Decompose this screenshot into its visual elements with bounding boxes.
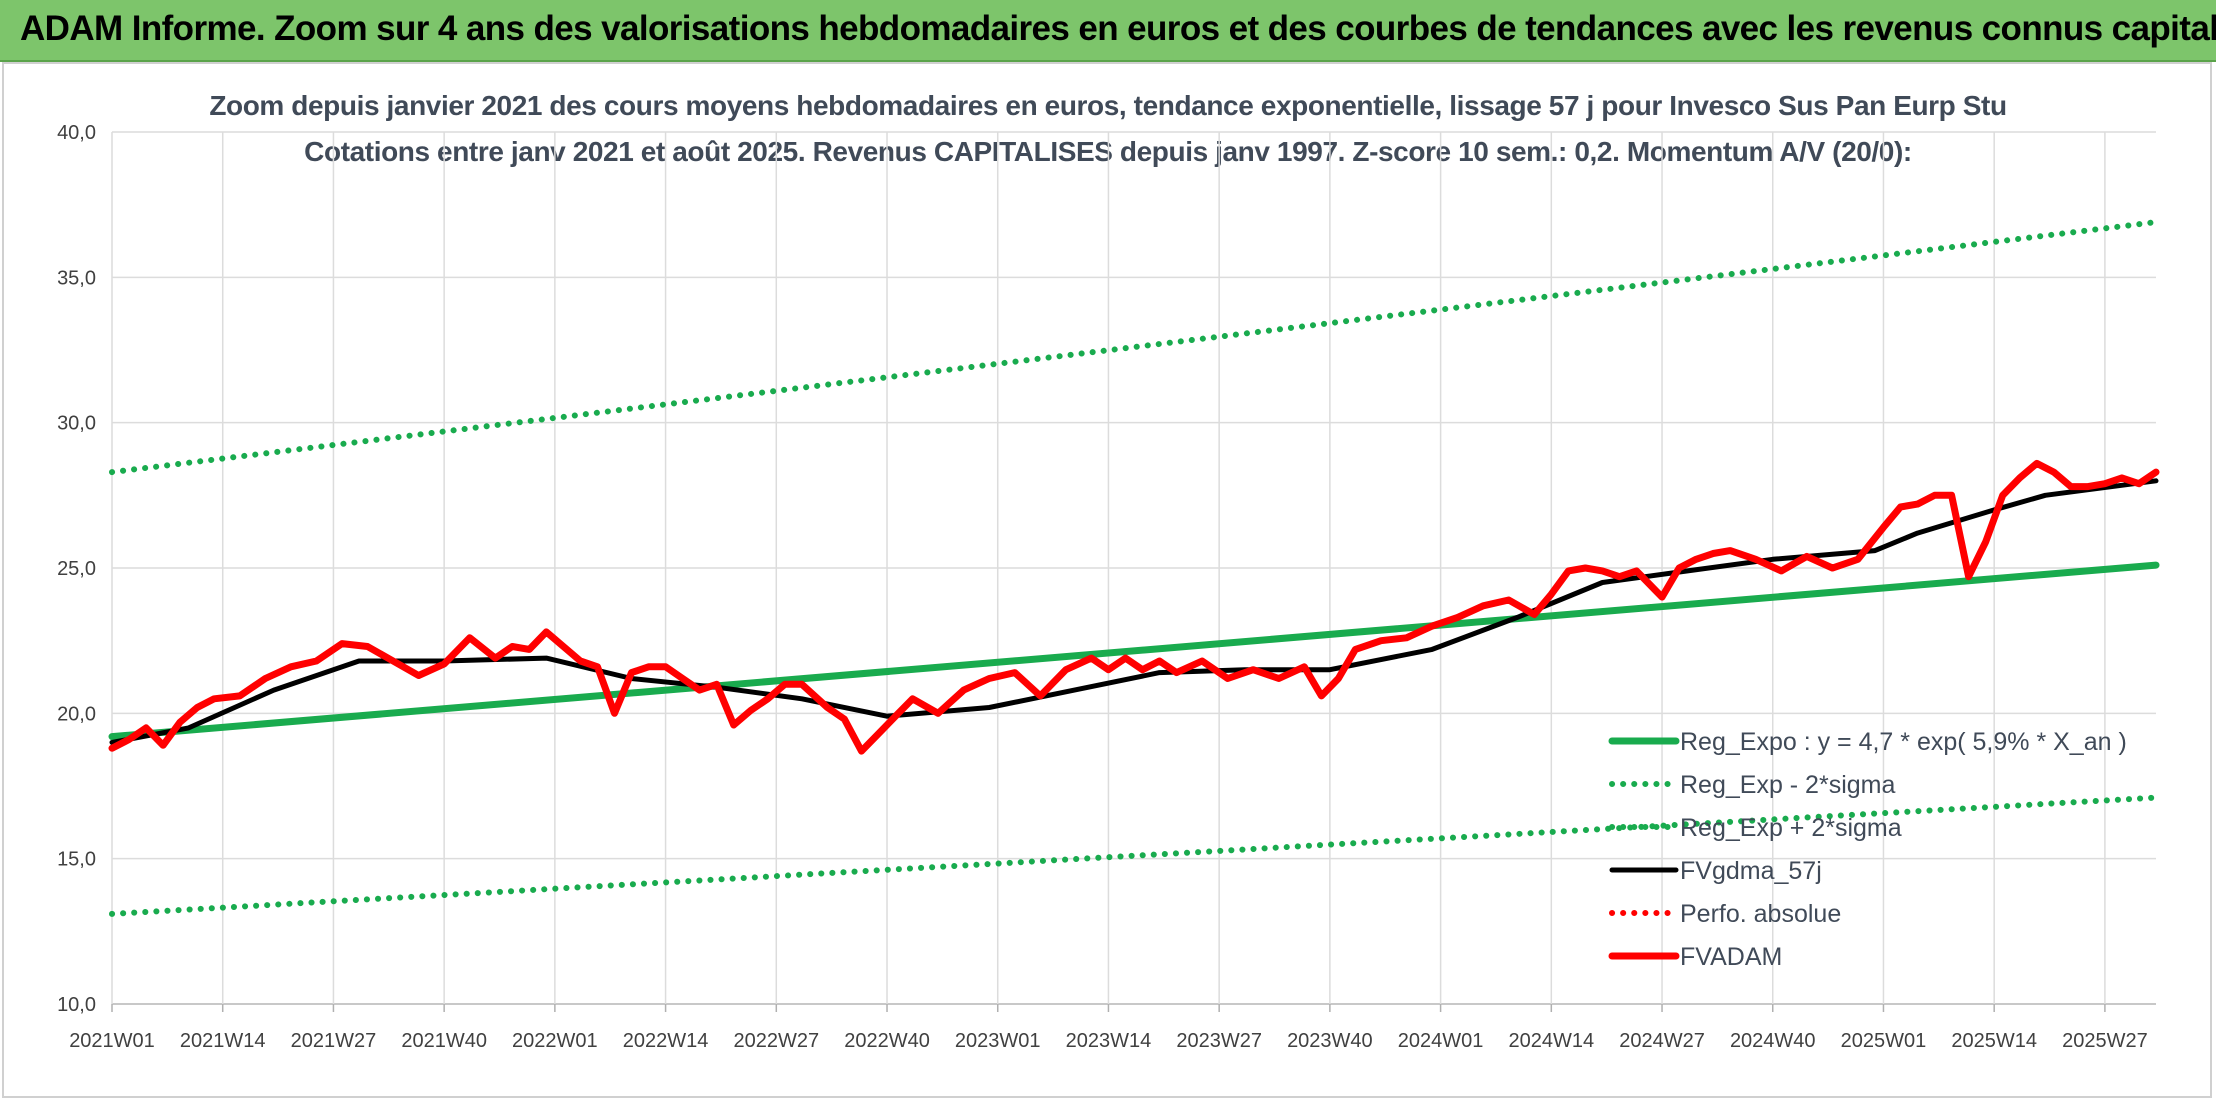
legend-label: Reg_Exp + 2*sigma: [1680, 814, 1902, 842]
series-line-reg-exp-2-sigma: [109, 794, 2159, 917]
x-tick-label: 2023W14: [1066, 1030, 1152, 1052]
legend-label: FVADAM: [1680, 943, 1782, 971]
x-tick-label: 2022W01: [512, 1030, 598, 1052]
x-tick-label: 2025W14: [1951, 1030, 2037, 1052]
x-tick-label: 2024W27: [1619, 1030, 1705, 1052]
x-tick-label: 2025W01: [1841, 1030, 1927, 1052]
x-tick-label: 2022W27: [733, 1030, 819, 1052]
x-tick-label: 2024W01: [1398, 1030, 1484, 1052]
y-tick-label: 25,0: [57, 558, 96, 580]
report-title: ADAM Informe. Zoom sur 4 ans des valoris…: [20, 9, 2216, 48]
legend-label: Reg_Expo : y = 4,7 * exp( 5,9% * X_an ): [1680, 728, 2127, 756]
series-line-reg-expo-y-4-7-exp-5-9-x-an: [108, 561, 2160, 741]
x-tick-label: 2021W27: [291, 1030, 377, 1052]
legend-label: Reg_Exp - 2*sigma: [1680, 771, 1895, 799]
legend-label: FVgdma_57j: [1680, 857, 1822, 885]
chart-frame: [2, 62, 2212, 1098]
y-tick-label: 10,0: [57, 994, 96, 1016]
x-tick-label: 2023W40: [1287, 1030, 1373, 1052]
series-line-reg-exp-2-sigma: [109, 219, 2159, 476]
y-tick-label: 15,0: [57, 849, 96, 871]
y-tick-label: 30,0: [57, 413, 96, 435]
y-tick-label: 40,0: [57, 122, 96, 144]
series-line-fvgdma-57j: [109, 478, 2159, 745]
x-tick-label: 2021W40: [401, 1030, 487, 1052]
report-banner: ADAM Informe. Zoom sur 4 ans des valoris…: [0, 0, 2216, 62]
x-tick-label: 2021W14: [180, 1030, 266, 1052]
chart-title: Zoom depuis janvier 2021 des cours moyen…: [209, 90, 2007, 121]
x-tick-label: 2025W27: [2062, 1030, 2148, 1052]
x-tick-label: 2023W27: [1176, 1030, 1262, 1052]
x-tick-label: 2021W01: [69, 1030, 155, 1052]
x-tick-label: 2022W14: [623, 1030, 709, 1052]
legend-label: Perfo. absolue: [1680, 900, 1841, 928]
y-tick-label: 35,0: [57, 267, 96, 289]
x-tick-label: 2024W14: [1509, 1030, 1595, 1052]
series-line-fvadam: [108, 459, 2160, 755]
x-tick-label: 2023W01: [955, 1030, 1041, 1052]
x-tick-label: 2022W40: [844, 1030, 930, 1052]
x-tick-label: 2024W40: [1730, 1030, 1816, 1052]
y-tick-label: 20,0: [57, 703, 96, 725]
